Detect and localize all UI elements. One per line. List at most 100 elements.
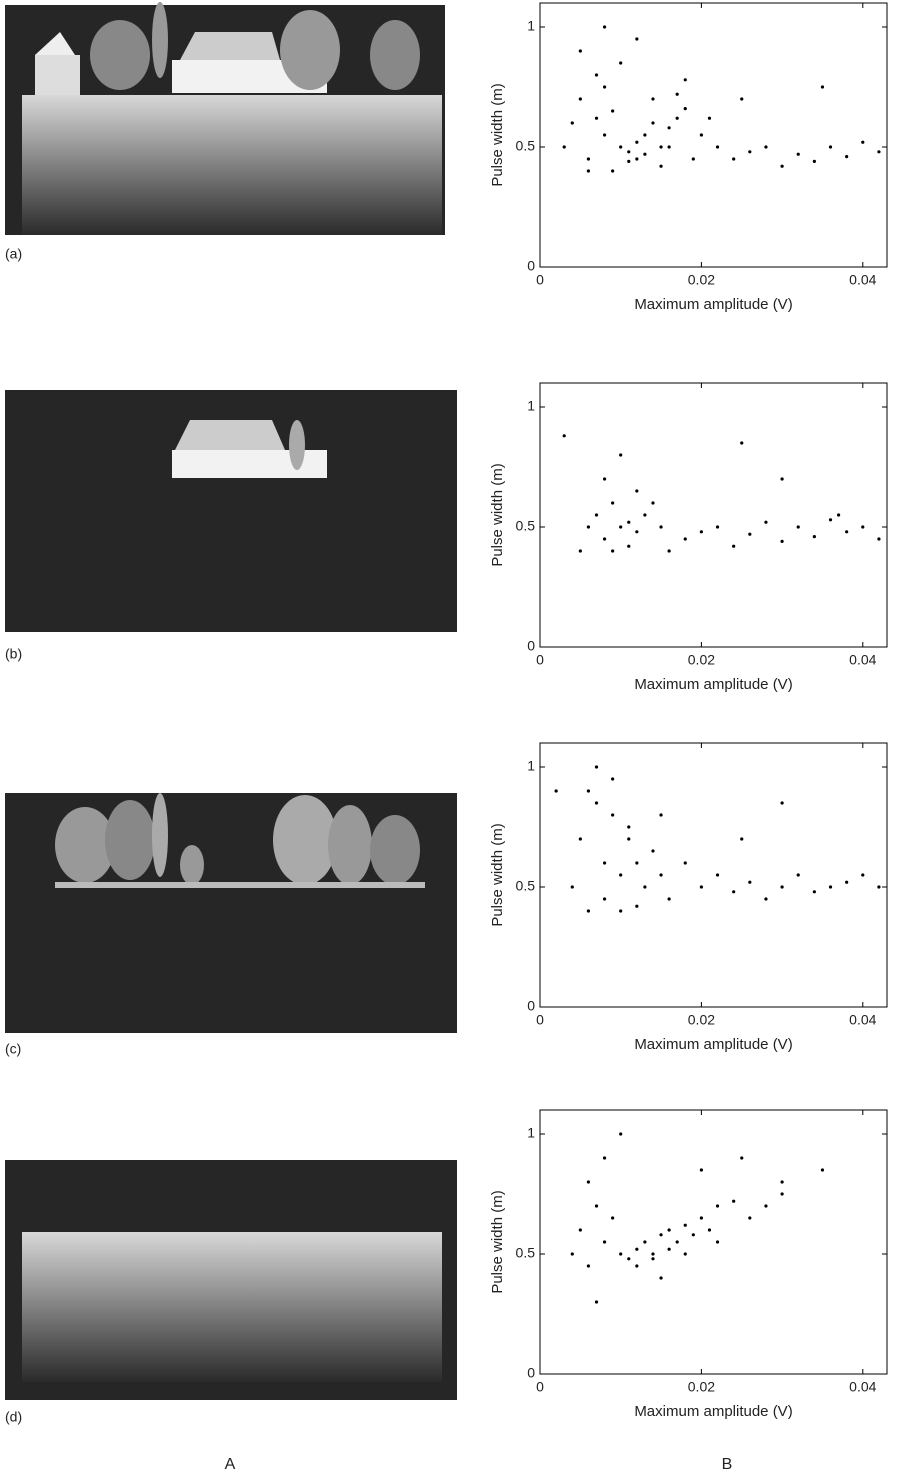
point [586, 1264, 591, 1268]
point [707, 1228, 712, 1232]
point [602, 537, 607, 541]
point [586, 169, 591, 173]
point [578, 1228, 582, 1232]
point [594, 73, 599, 77]
point [845, 530, 849, 534]
point [820, 85, 825, 89]
panel-label: (d) [5, 1409, 22, 1425]
y-axis-label: Pulse width (m) [489, 83, 506, 186]
point [861, 140, 865, 144]
point [812, 535, 816, 539]
point [659, 525, 663, 529]
point [643, 885, 647, 889]
point [764, 1204, 768, 1208]
point [619, 909, 623, 913]
point [715, 145, 720, 149]
point [635, 904, 639, 908]
point [594, 801, 599, 805]
column-label: A [225, 1456, 236, 1473]
point [691, 1233, 695, 1237]
y-tick-label: 0.5 [516, 878, 536, 894]
x-tick-label: 0.02 [688, 1012, 715, 1028]
point [619, 873, 623, 877]
point [635, 157, 639, 161]
plot-frame [539, 382, 888, 648]
point [877, 537, 881, 541]
point [635, 861, 639, 865]
point [594, 1300, 599, 1304]
point [570, 885, 574, 889]
point [748, 1216, 752, 1220]
point [594, 1204, 599, 1208]
point [659, 813, 663, 817]
point [780, 801, 784, 805]
point [732, 890, 736, 894]
point [594, 765, 599, 769]
x-tick-label: 0.02 [688, 1379, 715, 1395]
point [699, 1168, 703, 1172]
image-b [5, 390, 457, 632]
point [635, 1247, 639, 1251]
point [619, 1252, 623, 1256]
point [611, 549, 615, 553]
x-tick-label: 0 [536, 1379, 544, 1395]
point [675, 92, 679, 96]
panel-label: (b) [5, 646, 22, 662]
image-d [5, 1160, 457, 1400]
point [651, 849, 655, 853]
image-a [5, 2, 445, 235]
point [764, 520, 768, 524]
point [764, 897, 768, 901]
column-label: B [722, 1456, 733, 1473]
point [602, 1156, 607, 1160]
x-axis-label: Maximum amplitude (V) [634, 1036, 792, 1053]
plot-frame [539, 2, 888, 268]
point [643, 513, 647, 517]
x-tick-label: 0 [536, 272, 544, 288]
point [627, 159, 631, 163]
point [699, 530, 703, 534]
y-tick-label: 0.5 [516, 1245, 536, 1261]
point [619, 1132, 623, 1136]
y-axis-label: Pulse width (m) [489, 463, 506, 566]
y-tick-label: 1 [527, 18, 535, 34]
point [764, 145, 768, 149]
panel-label: (c) [5, 1041, 21, 1057]
point [748, 532, 752, 536]
point [732, 544, 736, 548]
point [602, 85, 607, 89]
y-tick-label: 0 [527, 638, 535, 654]
point [748, 880, 752, 884]
point [732, 157, 736, 161]
point [836, 513, 841, 517]
point [627, 150, 631, 154]
point [635, 1264, 639, 1268]
point [796, 873, 800, 877]
x-tick-label: 0.02 [688, 652, 715, 668]
y-tick-label: 1 [527, 758, 535, 774]
point [651, 121, 655, 125]
point [861, 525, 865, 529]
point [611, 813, 615, 817]
point [594, 513, 599, 517]
point [740, 97, 744, 101]
point [602, 1240, 607, 1244]
y-tick-label: 0 [527, 998, 535, 1014]
point [828, 145, 833, 149]
y-tick-label: 0 [527, 258, 535, 274]
point [578, 49, 582, 53]
point [659, 1233, 663, 1237]
point [715, 525, 720, 529]
point [796, 525, 800, 529]
point [611, 777, 615, 781]
x-tick-label: 0.02 [688, 272, 715, 288]
point [619, 145, 623, 149]
point [683, 107, 687, 111]
point [602, 897, 607, 901]
point [812, 890, 816, 894]
point [570, 1252, 574, 1256]
point [715, 1204, 720, 1208]
point [780, 164, 784, 168]
x-axis-label: Maximum amplitude (V) [634, 1403, 792, 1420]
